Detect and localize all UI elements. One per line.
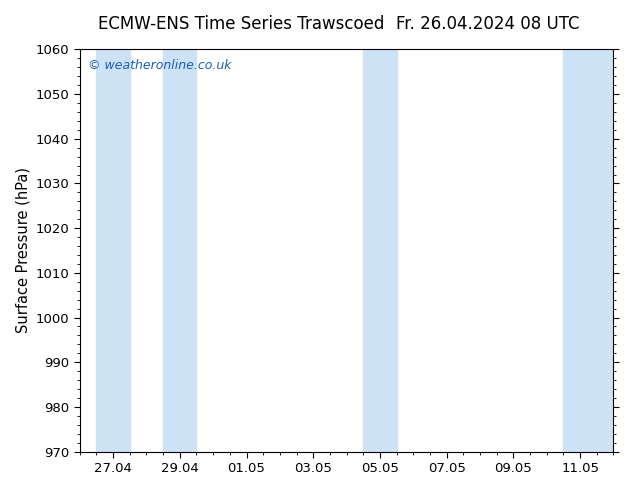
Text: Fr. 26.04.2024 08 UTC: Fr. 26.04.2024 08 UTC (396, 15, 580, 33)
Text: © weatheronline.co.uk: © weatheronline.co.uk (87, 59, 231, 73)
Bar (564, 49, 614, 452)
Text: ECMW-ENS Time Series Trawscoed: ECMW-ENS Time Series Trawscoed (98, 15, 384, 33)
Bar (96, 49, 130, 452)
Bar (163, 49, 197, 452)
Y-axis label: Surface Pressure (hPa): Surface Pressure (hPa) (15, 168, 30, 334)
Bar (363, 49, 397, 452)
